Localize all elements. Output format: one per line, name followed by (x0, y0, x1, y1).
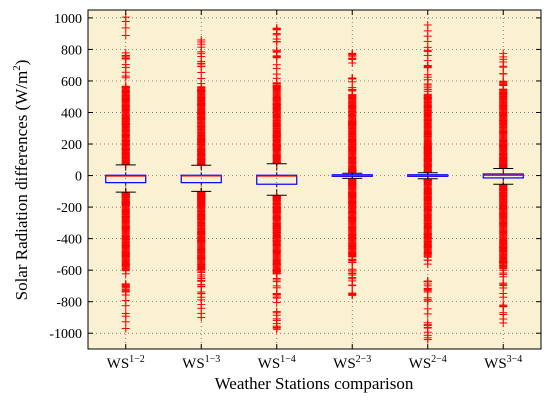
whiskers (191, 164, 212, 192)
plot-frame (87, 9, 542, 350)
plot-area (88, 10, 541, 349)
y-tick-label: 200 (61, 138, 82, 153)
box-iqr (256, 174, 298, 185)
y-tick-label: 600 (61, 75, 82, 90)
outliers (272, 24, 281, 334)
outliers (499, 49, 508, 327)
box-3 (256, 24, 298, 334)
x-tick-label: WS1−3 (182, 354, 220, 372)
whiskers (266, 163, 287, 196)
y-axis-label-close: ) (12, 60, 31, 66)
y-tick-label: 400 (61, 106, 82, 121)
y-tick-label: 0 (75, 170, 82, 185)
x-tick-label: WS1−2 (107, 354, 145, 372)
outliers (121, 13, 130, 333)
y-tick-label: -1000 (49, 327, 82, 342)
box-2 (180, 35, 222, 322)
box-iqr (105, 174, 147, 184)
y-axis-label-text: Solar Radiation differences (W/m (12, 71, 31, 301)
whiskers (115, 164, 136, 193)
x-tick-label: WS3−4 (484, 354, 522, 372)
x-axis-label: Weather Stations comparison (215, 374, 414, 393)
y-axis-label-superscript: 2 (11, 65, 23, 71)
box-iqr (180, 174, 222, 184)
whiskers (493, 167, 514, 185)
y-axis-label: Solar Radiation differences (W/m2) (11, 60, 31, 301)
box-5 (407, 20, 449, 344)
y-axis: -1000 -800 -600 -400 -200 0 200 400 600 800 1000 (49, 12, 541, 342)
x-tick-label: WS1−4 (258, 354, 296, 372)
outliers (423, 20, 432, 344)
x-axis: WS1−2 WS1−3 WS1−4 WS2−3 WS2−4 WS3−4 (107, 10, 522, 372)
y-tick-label: 1000 (54, 12, 82, 27)
x-tick-label: WS2−4 (409, 354, 447, 372)
box-1 (105, 13, 147, 333)
box-iqr (482, 173, 524, 179)
box-6 (482, 49, 524, 327)
y-tick-label: 800 (61, 43, 82, 58)
y-tick-label: -600 (56, 264, 82, 279)
box-4 (331, 49, 373, 300)
x-tick-label: WS2−3 (333, 354, 371, 372)
box-series (105, 13, 524, 344)
y-tick-label: -800 (56, 296, 82, 311)
y-tick-label: -400 (56, 233, 82, 248)
y-tick-label: -200 (56, 201, 82, 216)
outliers (197, 35, 206, 322)
